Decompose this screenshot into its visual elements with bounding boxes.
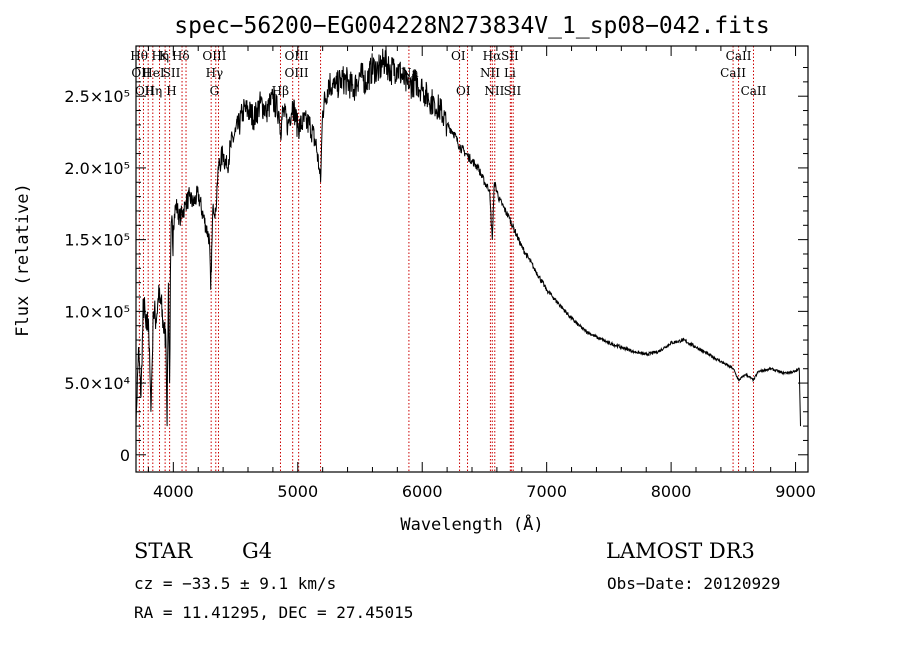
x-tick-label: 4000 — [153, 482, 194, 501]
line-label: OIII — [285, 66, 309, 80]
line-label: Hη — [145, 84, 163, 98]
line-label: NII — [480, 66, 500, 80]
y-tick-label: 5.0×10⁴ — [64, 374, 130, 393]
line-label: Hη — [151, 49, 169, 63]
y-tick-label: 0 — [120, 446, 130, 465]
y-tick-label: 2.0×10⁵ — [64, 159, 130, 178]
x-tick-label: 7000 — [526, 482, 567, 501]
x-tick-label: 5000 — [277, 482, 318, 501]
line-label: OI — [451, 49, 466, 63]
object-class: STAR — [134, 539, 193, 563]
line-label: HeI — [142, 66, 165, 80]
line-label: SII — [163, 66, 181, 80]
coordinates: RA = 11.41295, DEC = 27.45015 — [134, 603, 414, 622]
y-tick-label: 2.5×10⁵ — [64, 87, 130, 106]
x-tick-label: 6000 — [402, 482, 443, 501]
line-label: CaII — [741, 84, 767, 98]
x-tick-label: 9000 — [775, 482, 816, 501]
line-label: Hδ — [172, 49, 190, 63]
line-label: Hθ — [130, 49, 148, 63]
x-tick-label: 8000 — [651, 482, 692, 501]
spectral-subclass: G4 — [242, 539, 273, 563]
line-label: OIII — [285, 49, 309, 63]
x-axis-label: Wavelength (Å) — [400, 513, 543, 535]
obs-date: Obs−Date: 20120929 — [607, 574, 781, 593]
line-label: CaII — [726, 49, 752, 63]
line-label: OII — [135, 84, 155, 98]
y-axis-label: Flux (relative) — [13, 183, 33, 337]
redshift-value: cz = −33.5 ± 9.1 km/s — [134, 574, 337, 593]
chart-title: spec−56200−EG004228N273834V_1_sp08−042.f… — [174, 13, 769, 39]
y-tick-label: 1.0×10⁵ — [64, 302, 130, 321]
line-label: SII — [501, 49, 519, 63]
spectrum-line — [135, 46, 801, 427]
line-label: CaII — [720, 66, 746, 80]
line-label: K — [159, 49, 169, 63]
plot-frame — [135, 45, 809, 473]
line-label: SII — [504, 84, 522, 98]
line-label: Hα — [483, 49, 502, 63]
line-label: G — [210, 84, 220, 98]
line-label: OIII — [202, 49, 226, 63]
survey-name: LAMOST DR3 — [606, 539, 755, 563]
line-label: Hγ — [206, 66, 224, 80]
line-label: H — [166, 84, 176, 98]
line-label: Li — [504, 66, 516, 80]
line-label: NII — [484, 84, 504, 98]
y-tick-label: 1.5×10⁵ — [64, 231, 130, 250]
line-label: OI — [456, 84, 471, 98]
